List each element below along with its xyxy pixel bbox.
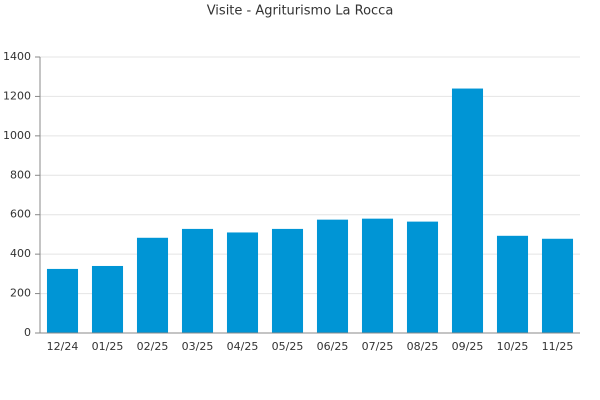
y-tick-label: 800 (10, 168, 31, 181)
bar (361, 218, 394, 333)
x-tick-label: 02/25 (137, 340, 169, 353)
x-tick-label: 12/24 (47, 340, 79, 353)
y-tick-label: 1000 (3, 129, 31, 142)
bar (406, 221, 439, 333)
bar (496, 235, 529, 333)
y-tick-label: 600 (10, 208, 31, 221)
bar (271, 228, 304, 333)
y-tick-label: 0 (24, 326, 31, 339)
bar (541, 238, 574, 333)
x-tick-label: 07/25 (362, 340, 394, 353)
x-tick-label: 08/25 (407, 340, 439, 353)
y-tick-label: 1400 (3, 50, 31, 63)
x-tick-label: 04/25 (227, 340, 259, 353)
bar (451, 88, 484, 334)
y-tick-label: 400 (10, 247, 31, 260)
x-tick-label: 01/25 (92, 340, 124, 353)
y-tick-label: 1200 (3, 89, 31, 102)
y-tick-label: 200 (10, 287, 31, 300)
bar (226, 232, 259, 333)
chart-title: Visite - Agriturismo La Rocca (207, 4, 394, 19)
x-tick-label: 03/25 (182, 340, 214, 353)
bar (181, 228, 214, 333)
x-tick-label: 06/25 (317, 340, 349, 353)
x-tick-label: 09/25 (452, 340, 484, 353)
x-tick-label: 11/25 (542, 340, 574, 353)
bar (316, 219, 349, 333)
x-tick-label: 10/25 (497, 340, 529, 353)
bar (46, 268, 79, 333)
x-tick-label: 05/25 (272, 340, 304, 353)
bar (136, 237, 169, 333)
bar (91, 265, 124, 333)
